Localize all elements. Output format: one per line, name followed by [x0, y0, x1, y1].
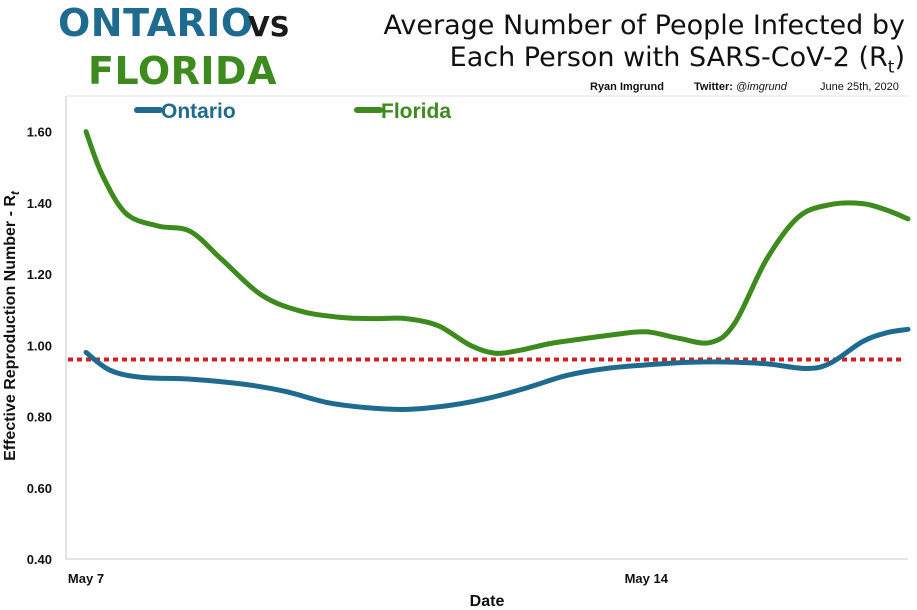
y-tick-label: 0.40	[27, 552, 52, 567]
y-tick-label: 0.60	[27, 481, 52, 496]
twitter-label: Twitter:	[694, 81, 736, 93]
y-axis-title-subscript: t	[8, 190, 22, 195]
twitter-credit: Twitter: @imgrund	[694, 81, 787, 93]
chart-title-line2: Each Person with SARS-CoV-2 (Rt)	[450, 42, 905, 78]
y-tick-label: 0.80	[27, 410, 52, 425]
heading-ontario: ONTARIO	[58, 1, 254, 45]
x-tick-label: May 7	[68, 571, 104, 586]
series-line-florida	[83, 129, 911, 356]
y-axis-title-main: Effective Reproduction Number - R	[2, 195, 19, 461]
heading-vs: VS	[248, 10, 290, 43]
x-axis-title: Date	[470, 593, 505, 610]
author-credit: Ryan Imgrund	[590, 81, 664, 93]
legend-label-florida: Florida	[381, 100, 451, 123]
chart-title-line2-text: Each Person with SARS-CoV-2 (R	[449, 42, 888, 73]
y-tick-label: 1.40	[27, 196, 52, 211]
chart-title-line1: Average Number of People Infected by	[383, 10, 905, 41]
twitter-handle: @imgrund	[735, 81, 787, 93]
date-stamp: June 25th, 2020	[820, 81, 899, 93]
y-tick-label: 1.20	[27, 267, 52, 282]
y-tick-label: 1.60	[27, 125, 52, 140]
series-line-ontario	[83, 326, 911, 412]
y-tick-label: 1.00	[27, 338, 52, 353]
legend-label-ontario: Ontario	[161, 100, 236, 123]
x-tick-label: May 14	[625, 571, 669, 586]
chart-title-subscript: t	[887, 57, 895, 78]
y-axis-title: Effective Reproduction Number - Rt	[2, 190, 22, 461]
heading-florida: FLORIDA	[88, 49, 277, 93]
chart-title-close: )	[894, 42, 905, 73]
